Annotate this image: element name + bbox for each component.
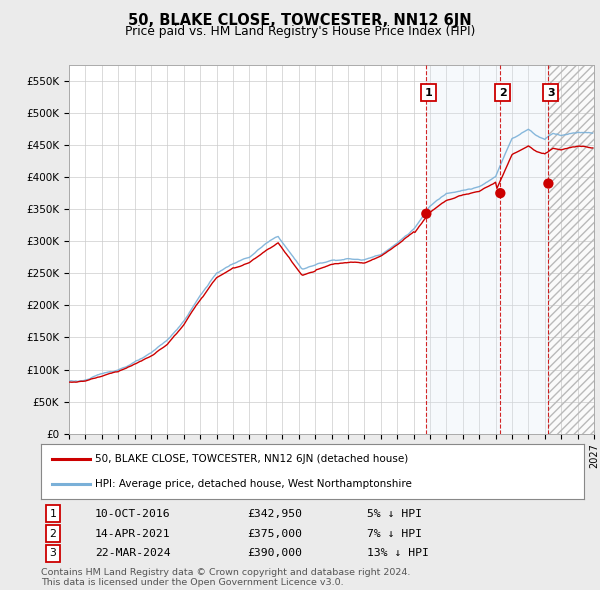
Text: 7% ↓ HPI: 7% ↓ HPI (367, 529, 422, 539)
Text: £390,000: £390,000 (247, 548, 302, 558)
Bar (548, 65, 594, 434)
Text: 2: 2 (49, 529, 56, 539)
Point (422, 209, 431, 218)
Text: 14-APR-2021: 14-APR-2021 (95, 529, 171, 539)
Bar (427, 65, 548, 434)
Text: £342,950: £342,950 (247, 509, 302, 519)
Text: 50, BLAKE CLOSE, TOWCESTER, NN12 6JN: 50, BLAKE CLOSE, TOWCESTER, NN12 6JN (128, 13, 472, 28)
Text: HPI: Average price, detached house, West Northamptonshire: HPI: Average price, detached house, West… (95, 480, 412, 490)
Text: 50, BLAKE CLOSE, TOWCESTER, NN12 6JN (detached house): 50, BLAKE CLOSE, TOWCESTER, NN12 6JN (de… (95, 454, 409, 464)
Point (496, 188, 505, 198)
Text: £375,000: £375,000 (247, 529, 302, 539)
Text: 3: 3 (547, 87, 554, 97)
Text: This data is licensed under the Open Government Licence v3.0.: This data is licensed under the Open Gov… (41, 578, 343, 587)
Text: Price paid vs. HM Land Registry's House Price Index (HPI): Price paid vs. HM Land Registry's House … (125, 25, 475, 38)
Text: 1: 1 (425, 87, 433, 97)
Text: Contains HM Land Registry data © Crown copyright and database right 2024.: Contains HM Land Registry data © Crown c… (41, 568, 410, 576)
Point (544, 179, 553, 188)
Text: 2: 2 (499, 87, 506, 97)
Text: 13% ↓ HPI: 13% ↓ HPI (367, 548, 428, 558)
Text: 10-OCT-2016: 10-OCT-2016 (95, 509, 171, 519)
Text: 3: 3 (49, 548, 56, 558)
Text: 1: 1 (49, 509, 56, 519)
Bar (548, 65, 594, 434)
Text: 22-MAR-2024: 22-MAR-2024 (95, 548, 171, 558)
Text: 5% ↓ HPI: 5% ↓ HPI (367, 509, 422, 519)
